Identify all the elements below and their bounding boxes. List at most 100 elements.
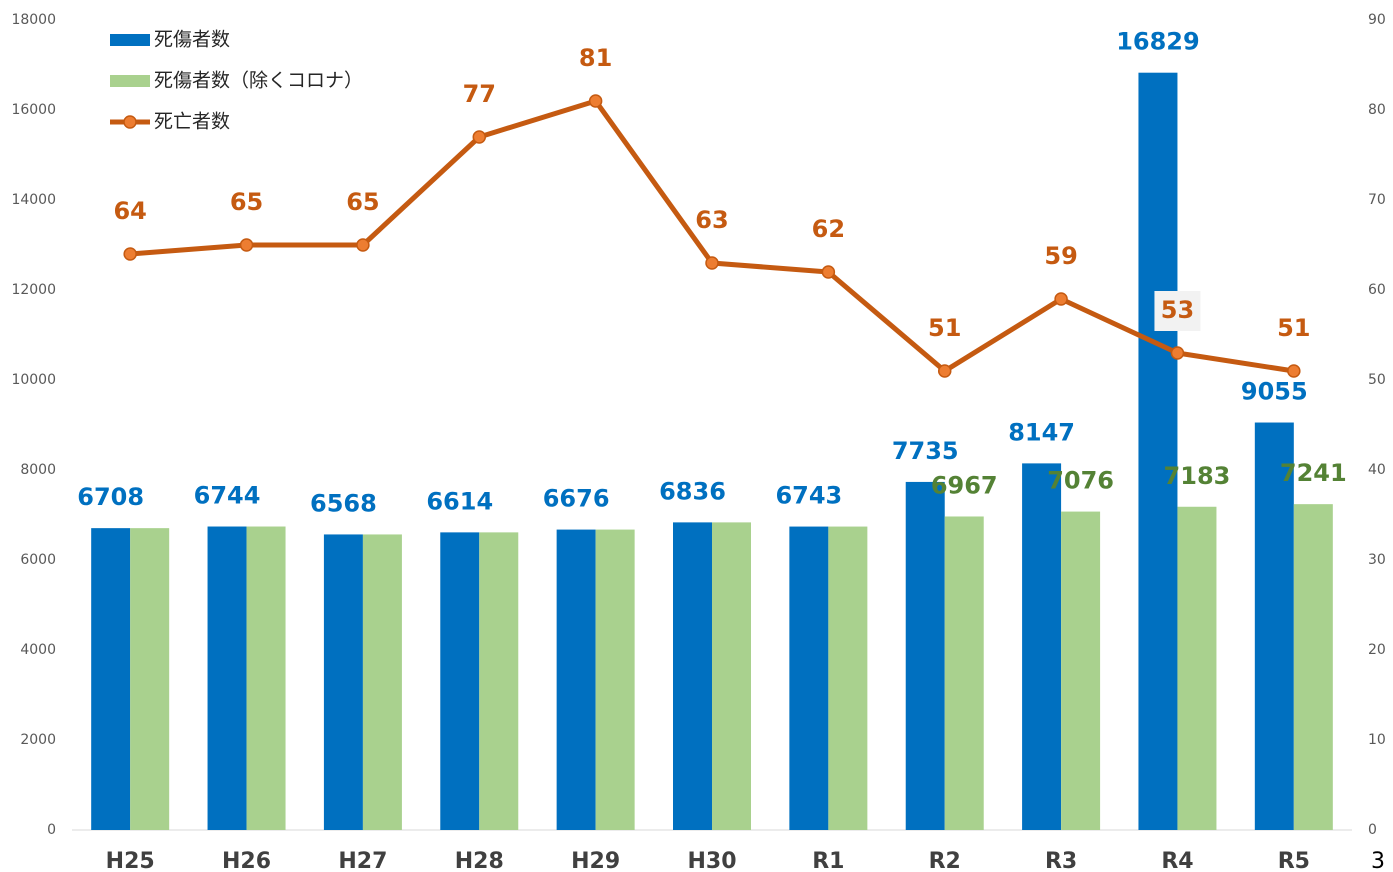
y-tick-label: 2000 (20, 732, 56, 748)
data-label: 7735 (892, 437, 959, 465)
legend-label: 死傷者数 (154, 29, 230, 51)
bar (595, 529, 635, 830)
data-label: 81 (579, 44, 612, 72)
data-label: 6676 (543, 485, 610, 513)
data-label: 63 (695, 206, 728, 234)
marker (937, 364, 952, 378)
data-label: 6743 (775, 482, 842, 510)
bar (828, 526, 868, 830)
bar (207, 526, 247, 830)
y2-tick-label: 30 (1368, 552, 1386, 568)
bar (440, 532, 480, 830)
x-tick-label: R3 (1045, 849, 1077, 872)
data-label: 62 (812, 215, 845, 243)
data-label: 9055 (1241, 378, 1308, 406)
bar (712, 522, 751, 830)
marker (1054, 292, 1068, 306)
bar (556, 529, 596, 830)
data-label: 16829 (1116, 28, 1200, 56)
marker (123, 247, 137, 261)
data-label: 59 (1044, 242, 1077, 270)
legend-swatch (123, 115, 137, 129)
bar (246, 526, 286, 830)
data-label: 8147 (1008, 418, 1075, 446)
y2-tick-label: 10 (1368, 732, 1386, 748)
x-tick-label: R1 (812, 849, 844, 872)
data-label: 6568 (310, 489, 377, 517)
legend-swatch (110, 34, 150, 46)
marker (705, 256, 719, 270)
legend-label: 死亡者数 (154, 111, 230, 133)
bar (323, 534, 363, 830)
line (129, 98, 1295, 374)
bar (1138, 72, 1178, 830)
legend-swatch (110, 75, 150, 87)
x-tick-label: R5 (1278, 849, 1310, 872)
data-label: 7076 (1047, 467, 1114, 495)
y2-tick-label: 80 (1368, 102, 1386, 118)
data-label: 6614 (426, 487, 493, 515)
y2-tick-label: 50 (1368, 372, 1386, 388)
marker (588, 94, 603, 108)
bar (1061, 511, 1101, 830)
data-label: 6708 (77, 483, 144, 511)
x-tick-label: R4 (1161, 849, 1193, 872)
x-tick-label: H29 (571, 849, 620, 872)
marker (472, 130, 487, 144)
data-label: 6967 (931, 471, 998, 499)
y2-tick-label: 90 (1368, 12, 1386, 28)
bar (91, 528, 131, 830)
bar (1022, 463, 1062, 830)
data-label: 65 (230, 188, 263, 216)
bar (1254, 422, 1294, 830)
label-background (1154, 291, 1201, 331)
x-tick-label: H27 (338, 849, 387, 872)
bar (905, 481, 945, 830)
data-label: 64 (113, 197, 146, 225)
y2-tick-label: 60 (1368, 282, 1386, 298)
bar (944, 516, 984, 830)
x-tick-label: H26 (222, 849, 271, 872)
data-label: 77 (463, 80, 496, 108)
data-label: 6836 (659, 477, 726, 505)
y-tick-label: 4000 (20, 642, 56, 658)
bar (1177, 506, 1217, 830)
bar (130, 528, 170, 830)
y2-tick-label: 70 (1368, 192, 1386, 208)
y-tick-label: 8000 (20, 462, 56, 478)
data-label: 7183 (1164, 462, 1231, 490)
y2-tick-label: 20 (1368, 642, 1386, 658)
x-tick-label: H25 (106, 849, 155, 872)
y-tick-label: 10000 (11, 372, 56, 388)
marker (239, 238, 254, 252)
x-tick-label: H28 (455, 849, 504, 872)
y-tick-label: 6000 (20, 552, 56, 568)
marker (356, 238, 370, 252)
data-label: 7241 (1280, 459, 1347, 487)
marker (1287, 364, 1301, 378)
y-tick-label: 16000 (11, 102, 56, 118)
page-number: 3 (1371, 849, 1385, 872)
bar (479, 532, 519, 830)
data-label: 53 (1161, 296, 1194, 324)
y2-tick-label: 40 (1368, 462, 1386, 478)
y-tick-label: 14000 (11, 192, 56, 208)
x-tick-label: H30 (687, 849, 736, 872)
bar (1293, 504, 1333, 830)
y-tick-label: 12000 (11, 282, 56, 298)
y-tick-label: 0 (47, 822, 56, 838)
bar (673, 522, 712, 830)
legend-label: 死傷者数（除くコロナ） (154, 70, 363, 92)
x-tick-label: R2 (929, 849, 961, 872)
y2-tick-label: 0 (1368, 822, 1377, 838)
bar (789, 526, 829, 830)
marker (821, 265, 836, 279)
data-label: 51 (928, 314, 961, 342)
bar (362, 534, 402, 830)
data-label: 6744 (194, 482, 261, 510)
data-label: 51 (1277, 314, 1310, 342)
data-label: 65 (346, 188, 379, 216)
y-tick-label: 18000 (11, 12, 56, 28)
marker (1170, 346, 1185, 360)
